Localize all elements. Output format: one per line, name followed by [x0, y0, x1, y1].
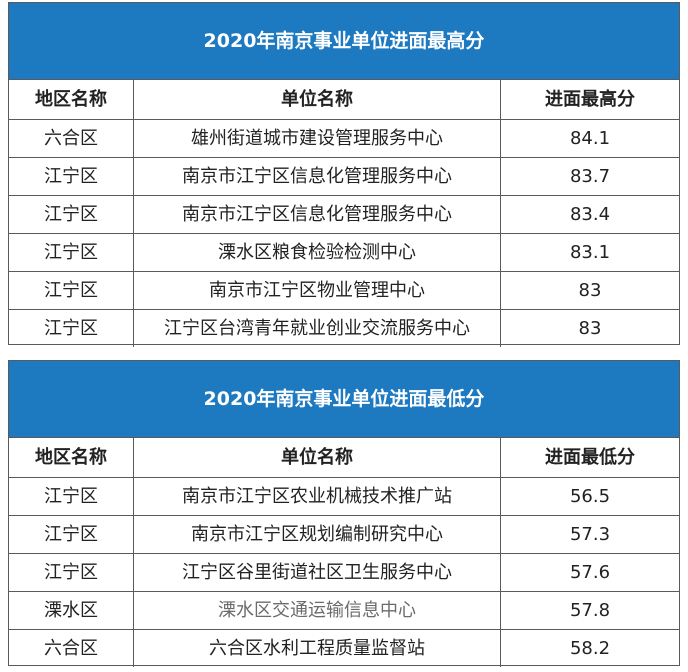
table-row: 六合区 雄州街道城市建设管理服务中心 84.1 [9, 119, 679, 157]
table-row: 江宁区 江宁区台湾青年就业创业交流服务中心 83 [9, 309, 679, 347]
unit-cell: 南京市江宁区规划编制研究中心 [134, 516, 501, 553]
table-row: 江宁区 南京市江宁区信息化管理服务中心 83.7 [9, 157, 679, 195]
score-cell: 84.1 [569, 128, 611, 149]
region-cell: 江宁区 [9, 158, 134, 195]
region-cell: 六合区 [9, 120, 134, 157]
score-cell: 57.6 [569, 562, 611, 583]
score-cell: 83.1 [569, 242, 611, 263]
table-title: 2020年南京事业单位进面最低分 [9, 361, 679, 437]
region-cell: 江宁区 [9, 234, 134, 271]
unit-cell: 江宁区谷里街道社区卫生服务中心 [134, 554, 501, 591]
table-row: 溧水区 溧水区交通运输信息中心 57.8 [9, 591, 679, 629]
score-cell: 57.8 [569, 600, 611, 621]
score-cell: 58.2 [569, 638, 611, 659]
unit-cell: 雄州街道城市建设管理服务中心 [134, 120, 501, 157]
unit-cell: 溧水区交通运输信息中心 [134, 592, 501, 629]
region-cell: 江宁区 [9, 272, 134, 309]
table-title: 2020年南京事业单位进面最高分 [9, 3, 679, 79]
table-row: 江宁区 南京市江宁区物业管理中心 83 [9, 271, 679, 309]
score-cell: 56.5 [569, 486, 611, 507]
region-cell: 江宁区 [9, 196, 134, 233]
region-cell: 江宁区 [9, 554, 134, 591]
header-unit: 单位名称 [134, 438, 501, 477]
table-row: 江宁区 南京市江宁区规划编制研究中心 57.3 [9, 515, 679, 553]
unit-cell: 溧水区粮食检验检测中心 [134, 234, 501, 271]
header-score: 进面最高分 [545, 89, 635, 110]
highest-score-table: 2020年南京事业单位进面最高分 地区名称 单位名称 进面最高分 六合区 雄州街… [8, 2, 680, 347]
table-row: 六合区 六合区水利工程质量监督站 58.2 [9, 629, 679, 667]
table-header-row: 地区名称 单位名称 进面最低分 [9, 437, 679, 477]
unit-cell: 六合区水利工程质量监督站 [134, 630, 501, 667]
header-region: 地区名称 [9, 80, 134, 119]
table-header-row: 地区名称 单位名称 进面最高分 [9, 79, 679, 119]
table-row: 江宁区 江宁区谷里街道社区卫生服务中心 57.6 [9, 553, 679, 591]
region-cell: 江宁区 [9, 516, 134, 553]
region-cell: 江宁区 [9, 478, 134, 515]
region-cell: 江宁区 [9, 310, 134, 347]
score-cell: 83 [578, 318, 602, 339]
header-score: 进面最低分 [545, 447, 635, 468]
table-row: 江宁区 溧水区粮食检验检测中心 83.1 [9, 233, 679, 271]
table-row: 江宁区 南京市江宁区信息化管理服务中心 83.4 [9, 195, 679, 233]
unit-cell: 南京市江宁区农业机械技术推广站 [134, 478, 501, 515]
unit-cell: 南京市江宁区信息化管理服务中心 [134, 196, 501, 233]
region-cell: 六合区 [9, 630, 134, 667]
header-unit: 单位名称 [134, 80, 501, 119]
region-cell: 溧水区 [9, 592, 134, 629]
lowest-score-table: 2020年南京事业单位进面最低分 地区名称 单位名称 进面最低分 江宁区 南京市… [8, 360, 680, 667]
score-cell: 83.4 [569, 204, 611, 225]
table-row: 江宁区 南京市江宁区农业机械技术推广站 56.5 [9, 477, 679, 515]
unit-cell: 南京市江宁区信息化管理服务中心 [134, 158, 501, 195]
score-cell: 83.7 [569, 166, 611, 187]
score-cell: 83 [578, 280, 602, 301]
header-region: 地区名称 [9, 438, 134, 477]
unit-cell: 江宁区台湾青年就业创业交流服务中心 [134, 310, 501, 347]
unit-cell: 南京市江宁区物业管理中心 [134, 272, 501, 309]
score-cell: 57.3 [569, 524, 611, 545]
